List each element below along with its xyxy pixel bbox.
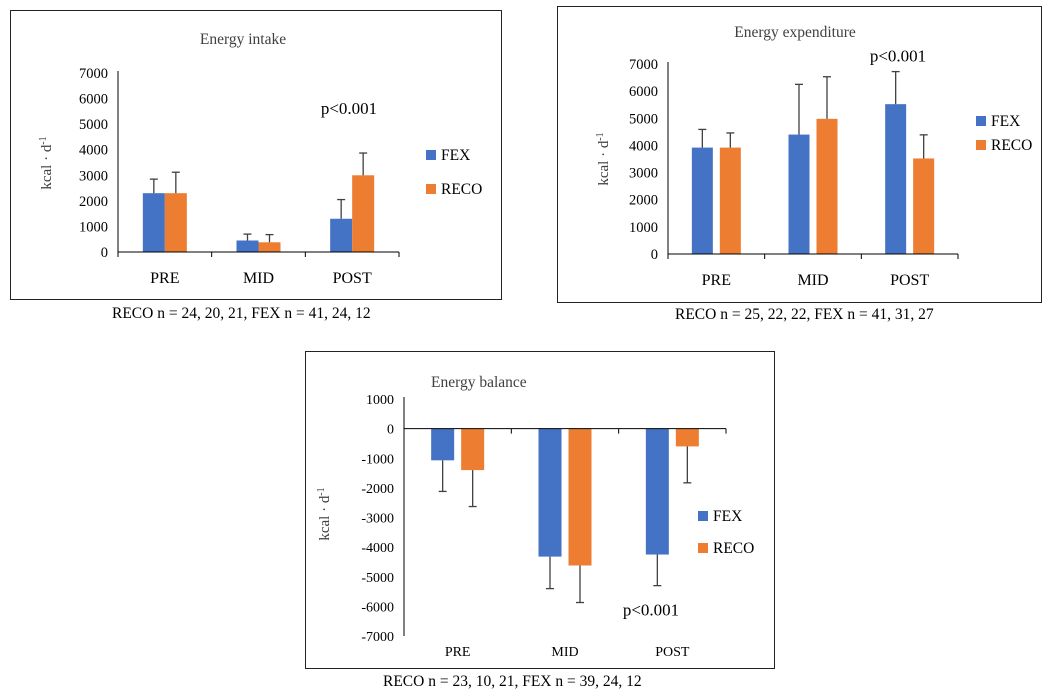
bar-reco-mid	[816, 118, 838, 254]
y-tick-label: 4000	[629, 138, 658, 154]
x-tick-label: MID	[243, 270, 274, 287]
y-tick-label: 0	[387, 423, 394, 438]
y-tick-label: -2000	[361, 482, 394, 497]
bar-fex-mid	[236, 240, 259, 252]
energy-intake-panel: Energy intake kcal · d-1 0 1000 2000 3000 4000…	[10, 10, 502, 300]
y-tick-label: 0	[651, 247, 658, 263]
bar-fex-pre	[142, 193, 165, 252]
legend-swatch-reco	[426, 184, 436, 194]
energy-balance-caption: RECO n = 23, 10, 21, FEX n = 39, 24, 12	[383, 673, 642, 690]
y-tick-label: -6000	[361, 600, 394, 615]
y-axis-label: kcal · d-1	[316, 487, 333, 540]
legend-label-reco: RECO	[441, 181, 482, 198]
energy-balance-chart: Energy balance kcal · d-1 -7000 -6000 -5000 -…	[316, 374, 754, 660]
y-tick-label: 7000	[79, 66, 108, 82]
legend-swatch-fex	[976, 116, 986, 126]
y-tick-label: 3000	[629, 166, 658, 182]
y-axis-label: kcal · d-1	[595, 132, 612, 185]
y-tick-label: 1000	[629, 220, 658, 236]
energy-intake-caption: RECO n = 24, 20, 21, FEX n = 41, 24, 12	[112, 305, 371, 322]
bar-fex-mid	[788, 134, 810, 254]
x-tick-label: PRE	[702, 272, 731, 289]
y-tick-label: 3000	[79, 168, 108, 184]
y-tick-label: 5000	[79, 117, 108, 133]
legend-swatch-fex	[698, 511, 708, 521]
y-axis-label: kcal · d-1	[38, 136, 55, 189]
bar-fex-pre	[431, 428, 455, 461]
y-tick-label: 7000	[629, 57, 658, 73]
x-tick-label: PRE	[445, 645, 471, 660]
bar-fex-post	[330, 218, 353, 252]
chart-title: Energy balance	[431, 374, 527, 391]
y-tick-label: 6000	[629, 84, 658, 100]
legend-label-fex: FEX	[441, 147, 470, 164]
bar-fex-mid	[538, 428, 562, 557]
energy-intake-chart: Energy intake kcal · d-1 0 1000 2000 3000 4000…	[38, 31, 482, 287]
x-tick-label: MID	[551, 645, 578, 660]
bar-fex-pre	[691, 147, 713, 254]
p-value-annotation: p<0.001	[623, 600, 679, 619]
y-tick-label: 2000	[629, 193, 658, 209]
y-tick-label: -5000	[361, 571, 394, 586]
energy-expenditure-panel: Energy expenditure kcal · d-1 0 1000 2000 300…	[557, 6, 1042, 303]
chart-title: Energy expenditure	[734, 24, 856, 41]
chart-title: Energy intake	[200, 31, 286, 48]
bar-reco-pre	[164, 193, 187, 252]
bar-reco-post	[913, 158, 935, 254]
y-tick-label: 1000	[79, 219, 108, 235]
legend-label-reco: RECO	[991, 137, 1032, 154]
y-tick-label: 1000	[366, 393, 394, 408]
bar-reco-pre	[719, 147, 741, 254]
x-tick-label: MID	[797, 272, 828, 289]
bar-reco-mid	[568, 428, 592, 566]
energy-expenditure-caption: RECO n = 25, 22, 22, FEX n = 41, 31, 27	[675, 306, 934, 323]
y-tick-label: 4000	[79, 143, 108, 159]
legend-label-fex: FEX	[991, 113, 1020, 130]
legend-swatch-reco	[698, 543, 708, 553]
p-value-annotation: p<0.001	[870, 46, 926, 65]
x-tick-label: PRE	[150, 270, 179, 287]
y-tick-label: -3000	[361, 512, 394, 527]
y-tick-label: 6000	[79, 92, 108, 108]
y-tick-label: -4000	[361, 541, 394, 556]
legend-swatch-fex	[426, 150, 436, 160]
bar-reco-post	[675, 428, 699, 447]
bar-reco-mid	[258, 242, 281, 252]
energy-expenditure-chart: Energy expenditure kcal · d-1 0 1000 2000 300…	[595, 24, 1032, 289]
y-tick-label: 5000	[629, 111, 658, 127]
y-tick-label: -7000	[361, 630, 394, 645]
bar-reco-pre	[461, 428, 485, 471]
bar-fex-post	[645, 428, 669, 555]
x-tick-label: POST	[890, 272, 929, 289]
x-tick-label: POST	[655, 645, 690, 660]
legend-swatch-reco	[976, 140, 986, 150]
p-value-annotation: p<0.001	[321, 99, 377, 118]
bar-fex-post	[885, 104, 907, 255]
energy-balance-panel: Energy balance kcal · d-1 -7000 -6000 -5000 -…	[305, 351, 775, 669]
legend-label-fex: FEX	[713, 508, 742, 525]
y-tick-label: -1000	[361, 452, 394, 467]
y-tick-label: 2000	[79, 194, 108, 210]
legend-label-reco: RECO	[713, 540, 754, 557]
bar-reco-post	[352, 175, 375, 252]
y-tick-label: 0	[101, 245, 108, 261]
x-tick-label: POST	[333, 270, 372, 287]
